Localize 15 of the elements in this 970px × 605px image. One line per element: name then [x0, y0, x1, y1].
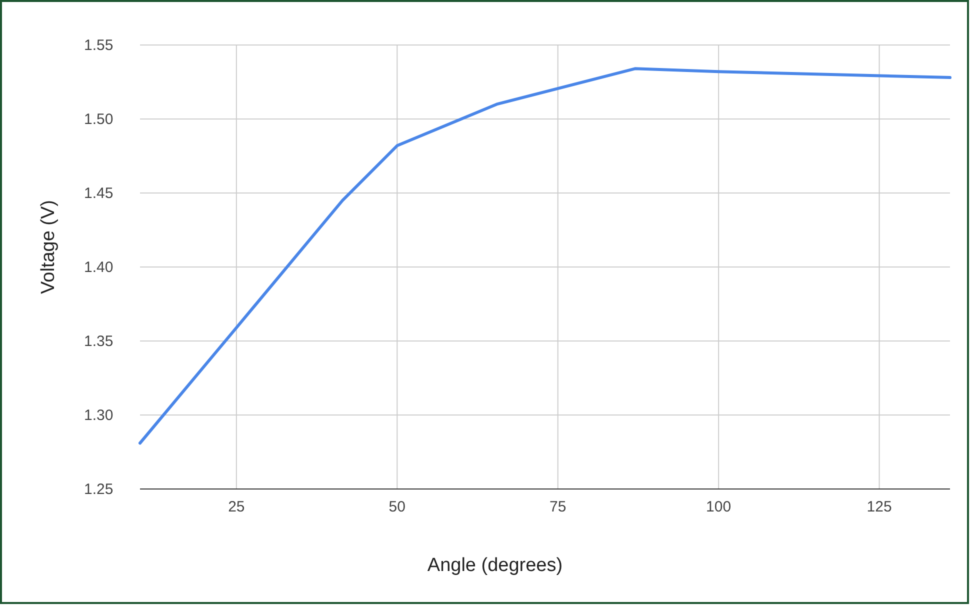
y-tick-label: 1.35	[84, 332, 114, 350]
x-tick-label: 50	[388, 498, 406, 516]
y-tick-label: 1.25	[84, 480, 114, 498]
y-tick-label: 1.55	[84, 36, 114, 54]
y-tick-label: 1.45	[84, 184, 114, 202]
y-tick-label: 1.50	[84, 110, 114, 128]
x-tick-label: 125	[866, 498, 892, 516]
line-series	[138, 67, 952, 445]
x-tick-label: 25	[228, 498, 245, 516]
y-tick-label: 1.30	[84, 406, 114, 424]
y-axis-title: Voltage (V)	[38, 200, 59, 294]
x-axis-title: Angle (degrees)	[427, 555, 563, 576]
y-tick-label: 1.40	[84, 258, 114, 276]
x-tick-label: 75	[550, 498, 566, 516]
x-tick-label: 100	[706, 498, 732, 516]
